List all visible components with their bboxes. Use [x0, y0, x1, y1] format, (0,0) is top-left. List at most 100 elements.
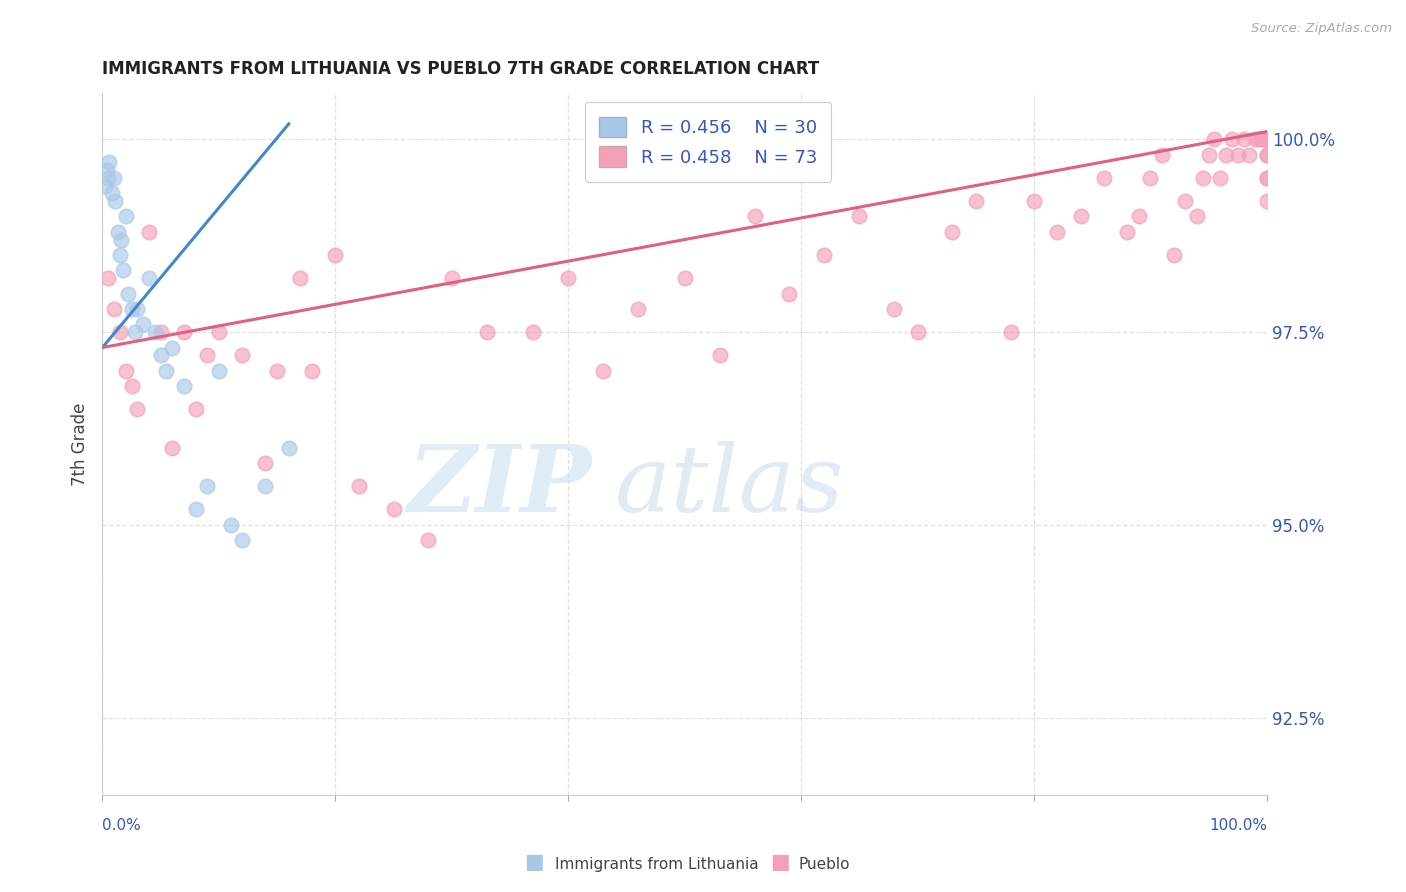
Point [475, 325, 498, 339]
Point [173, 325, 195, 339]
Point [108, 248, 131, 262]
Point [108, 325, 131, 339]
Point [138, 271, 160, 285]
Point [231, 533, 253, 548]
Point [709, 348, 731, 362]
Point [848, 210, 870, 224]
Point [1256, 147, 1278, 161]
Point [1000, 325, 1022, 339]
Point [1253, 132, 1275, 146]
Point [219, 517, 242, 532]
Text: Pueblo: Pueblo [799, 857, 851, 872]
Point [813, 248, 835, 262]
Text: Source: ZipAtlas.com: Source: ZipAtlas.com [1251, 22, 1392, 36]
Point [301, 364, 323, 378]
Point [107, 225, 129, 239]
Point [124, 325, 146, 339]
Point [127, 301, 149, 316]
Point [1246, 132, 1268, 146]
Point [1256, 147, 1278, 161]
Point [208, 325, 231, 339]
Point [149, 325, 172, 339]
Point [1022, 194, 1045, 208]
Point [1152, 147, 1174, 161]
Point [418, 533, 440, 548]
Point [965, 194, 987, 208]
Point [127, 402, 149, 417]
Point [1174, 194, 1197, 208]
Point [104, 194, 127, 208]
Point [254, 479, 277, 493]
Point [231, 348, 253, 362]
Point [1092, 170, 1115, 185]
Point [1256, 194, 1278, 208]
Point [382, 502, 405, 516]
Point [114, 364, 136, 378]
Point [173, 379, 195, 393]
Point [1128, 210, 1150, 224]
Point [1256, 132, 1278, 146]
Point [1204, 132, 1226, 146]
Point [100, 186, 122, 201]
Point [138, 225, 160, 239]
Point [1256, 132, 1278, 146]
Text: ■: ■ [770, 853, 790, 872]
Text: IMMIGRANTS FROM LITHUANIA VS PUEBLO 7TH GRADE CORRELATION CHART: IMMIGRANTS FROM LITHUANIA VS PUEBLO 7TH … [103, 60, 820, 78]
Point [1239, 147, 1261, 161]
Point [1250, 132, 1272, 146]
Point [1220, 132, 1243, 146]
Point [162, 441, 184, 455]
Point [195, 479, 218, 493]
Point [1185, 210, 1208, 224]
Point [184, 502, 207, 516]
Point [1215, 147, 1237, 161]
Point [121, 301, 143, 316]
Point [557, 271, 579, 285]
Point [883, 301, 905, 316]
Text: 0.0%: 0.0% [103, 818, 141, 833]
Point [323, 248, 346, 262]
Point [1116, 225, 1139, 239]
Point [112, 263, 135, 277]
Point [1233, 132, 1256, 146]
Point [98, 155, 121, 169]
Point [117, 286, 139, 301]
Text: 100.0%: 100.0% [1209, 818, 1267, 833]
Point [143, 325, 166, 339]
Point [1253, 132, 1275, 146]
Point [195, 348, 218, 362]
Point [1192, 170, 1215, 185]
Point [1163, 248, 1185, 262]
Point [673, 271, 696, 285]
Point [1244, 132, 1267, 146]
Point [277, 441, 299, 455]
Legend: R = 0.456    N = 30, R = 0.458    N = 73: R = 0.456 N = 30, R = 0.458 N = 73 [585, 102, 831, 182]
Point [347, 479, 370, 493]
Point [97, 170, 120, 185]
Point [149, 348, 172, 362]
Point [96, 163, 118, 178]
Point [103, 170, 125, 185]
Point [254, 456, 277, 470]
Point [94, 178, 117, 193]
Point [1226, 147, 1249, 161]
Point [1198, 147, 1220, 161]
Point [114, 210, 136, 224]
Point [208, 364, 231, 378]
Point [627, 301, 650, 316]
Point [1139, 170, 1161, 185]
Point [1209, 170, 1232, 185]
Text: Immigrants from Lithuania: Immigrants from Lithuania [555, 857, 759, 872]
Point [155, 364, 177, 378]
Point [266, 364, 288, 378]
Point [103, 301, 125, 316]
Text: ZIP: ZIP [408, 441, 592, 531]
Point [1070, 210, 1092, 224]
Point [440, 271, 463, 285]
Point [121, 379, 143, 393]
Point [907, 325, 929, 339]
Point [522, 325, 544, 339]
Point [1256, 170, 1278, 185]
Point [1046, 225, 1069, 239]
Point [290, 271, 312, 285]
